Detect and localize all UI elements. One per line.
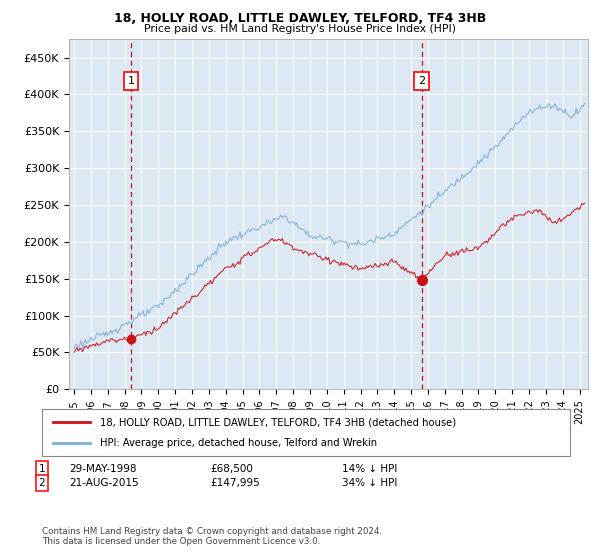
FancyBboxPatch shape <box>42 409 570 456</box>
Text: Price paid vs. HM Land Registry's House Price Index (HPI): Price paid vs. HM Land Registry's House … <box>144 24 456 34</box>
Text: 18, HOLLY ROAD, LITTLE DAWLEY, TELFORD, TF4 3HB (detached house): 18, HOLLY ROAD, LITTLE DAWLEY, TELFORD, … <box>100 417 456 427</box>
Text: 1: 1 <box>128 76 134 86</box>
Text: £147,995: £147,995 <box>210 478 260 488</box>
Text: 34% ↓ HPI: 34% ↓ HPI <box>342 478 397 488</box>
Text: £68,500: £68,500 <box>210 464 253 474</box>
Text: 18, HOLLY ROAD, LITTLE DAWLEY, TELFORD, TF4 3HB: 18, HOLLY ROAD, LITTLE DAWLEY, TELFORD, … <box>114 12 486 25</box>
Text: 2: 2 <box>38 478 46 488</box>
Text: HPI: Average price, detached house, Telford and Wrekin: HPI: Average price, detached house, Telf… <box>100 438 377 448</box>
Text: Contains HM Land Registry data © Crown copyright and database right 2024.
This d: Contains HM Land Registry data © Crown c… <box>42 526 382 546</box>
Text: 1: 1 <box>38 464 46 474</box>
Text: 21-AUG-2015: 21-AUG-2015 <box>69 478 139 488</box>
Text: 14% ↓ HPI: 14% ↓ HPI <box>342 464 397 474</box>
Text: 2: 2 <box>418 76 425 86</box>
Text: 29-MAY-1998: 29-MAY-1998 <box>69 464 137 474</box>
